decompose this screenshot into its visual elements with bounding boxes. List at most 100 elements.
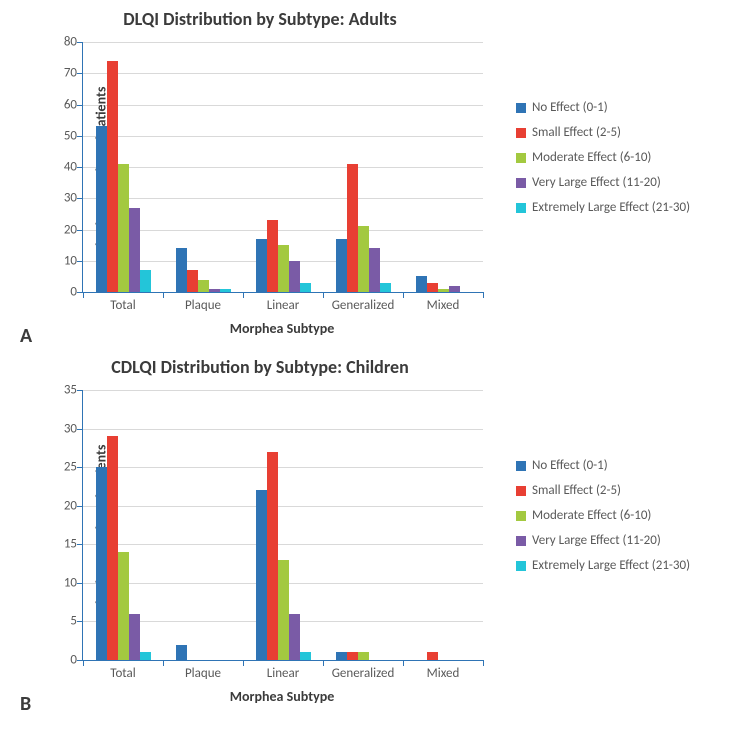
bar [140, 652, 151, 660]
legend-label: Small Effect (2-5) [532, 483, 621, 498]
bar [380, 283, 391, 292]
bar [107, 61, 118, 292]
bar [96, 467, 107, 660]
legend-item: No Effect (0-1) [516, 100, 690, 115]
legend-swatch [516, 128, 526, 138]
bar [278, 245, 289, 292]
bar [107, 436, 118, 660]
legend-label: No Effect (0-1) [532, 458, 608, 473]
chart-panel-b: CDLQI Distribution by Subtype: Children 0… [0, 348, 750, 736]
legend-item: Extremely Large Effect (21-30) [516, 558, 690, 573]
bar [129, 614, 140, 660]
legend-label: Very Large Effect (11-20) [532, 533, 661, 548]
legend-label: Extremely Large Effect (21-30) [532, 558, 690, 573]
x-category-label: Generalized [332, 660, 395, 681]
bar [416, 276, 427, 292]
legend-label: Extremely Large Effect (21-30) [532, 200, 690, 215]
legend-item: Very Large Effect (11-20) [516, 175, 690, 190]
bar [427, 652, 438, 660]
legend-item: No Effect (0-1) [516, 458, 690, 473]
bar [118, 164, 129, 292]
y-tick-label: 50 [64, 128, 83, 143]
y-tick-label: 35 [64, 383, 83, 398]
x-tick-mark [403, 660, 404, 666]
grid-line [83, 230, 483, 231]
bar [140, 270, 151, 292]
panel-letter: A [20, 324, 32, 348]
legend-swatch [516, 203, 526, 213]
y-tick-label: 20 [64, 498, 83, 513]
x-tick-mark [483, 292, 484, 298]
x-category-label: Linear [267, 292, 300, 313]
legend-item: Small Effect (2-5) [516, 125, 690, 140]
bar [187, 270, 198, 292]
grid-line [83, 167, 483, 168]
grid-line [83, 73, 483, 74]
plot-area: 05101520253035Absolute Number of Patient… [82, 390, 483, 661]
x-category-label: Linear [267, 660, 300, 681]
bar [369, 248, 380, 292]
y-tick-label: 40 [64, 160, 83, 175]
grid-line [83, 390, 483, 391]
x-category-label: Plaque [185, 292, 221, 313]
legend-swatch [516, 511, 526, 521]
legend-item: Moderate Effect (6-10) [516, 150, 690, 165]
bar [198, 280, 209, 293]
bar [289, 614, 300, 660]
chart-panel-a: DLQI Distribution by Subtype: Adults0102… [0, 0, 750, 368]
grid-line [83, 544, 483, 545]
legend-label: Small Effect (2-5) [532, 125, 621, 140]
bar [256, 239, 267, 292]
legend-label: Very Large Effect (11-20) [532, 175, 661, 190]
x-category-label: Total [110, 292, 135, 313]
bar [176, 248, 187, 292]
legend-swatch [516, 486, 526, 496]
y-tick-label: 10 [64, 575, 83, 590]
y-tick-label: 10 [64, 253, 83, 268]
x-category-label: Generalized [332, 292, 395, 313]
x-tick-mark [163, 292, 164, 298]
grid-line [83, 429, 483, 430]
bar [438, 289, 449, 292]
chart-title: DLQI Distribution by Subtype: Adults [0, 8, 520, 30]
x-tick-mark [243, 292, 244, 298]
y-tick-label: 70 [64, 66, 83, 81]
x-category-label: Mixed [427, 292, 460, 313]
bar [129, 208, 140, 292]
bar [176, 645, 187, 660]
legend: No Effect (0-1) Small Effect (2-5) Moderat… [516, 90, 690, 225]
legend-item: Very Large Effect (11-20) [516, 533, 690, 548]
bar [96, 126, 107, 292]
chart-title: CDLQI Distribution by Subtype: Children [0, 356, 520, 378]
bar [256, 490, 267, 660]
grid-line [83, 105, 483, 106]
legend: No Effect (0-1) Small Effect (2-5) Moderat… [516, 448, 690, 583]
y-tick-label: 30 [64, 191, 83, 206]
x-category-label: Plaque [185, 660, 221, 681]
bar [449, 286, 460, 292]
bar [267, 452, 278, 660]
x-tick-mark [163, 660, 164, 666]
bar [220, 289, 231, 292]
y-tick-label: 30 [64, 421, 83, 436]
y-tick-label: 20 [64, 222, 83, 237]
y-tick-label: 25 [64, 460, 83, 475]
bar [427, 283, 438, 292]
grid-line [83, 198, 483, 199]
page-root: DLQI Distribution by Subtype: Adults0102… [0, 0, 750, 736]
legend-swatch [516, 461, 526, 471]
y-tick-label: 60 [64, 97, 83, 112]
legend-swatch [516, 536, 526, 546]
legend-label: Moderate Effect (6-10) [532, 150, 651, 165]
x-axis-label: Morphea Subtype [82, 688, 482, 705]
bar [300, 283, 311, 292]
bar [289, 261, 300, 292]
x-tick-mark [403, 292, 404, 298]
x-tick-mark [323, 292, 324, 298]
bar [347, 164, 358, 292]
legend-swatch [516, 561, 526, 571]
grid-line [83, 506, 483, 507]
panel-letter: B [20, 692, 31, 716]
grid-line [83, 467, 483, 468]
legend-label: Moderate Effect (6-10) [532, 508, 651, 523]
